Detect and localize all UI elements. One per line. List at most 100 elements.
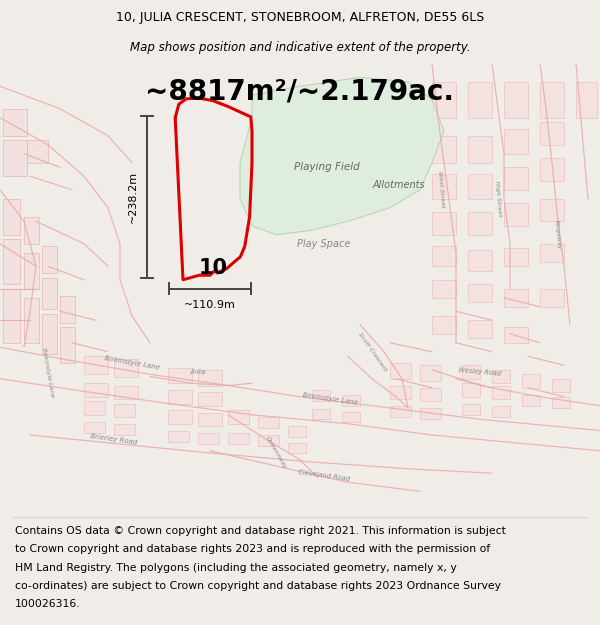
Bar [198, 412, 222, 426]
Text: Julia: Julia [190, 368, 206, 376]
Bar [288, 426, 306, 438]
Bar [168, 390, 192, 404]
Bar [492, 386, 510, 399]
Text: Map shows position and indicative extent of the property.: Map shows position and indicative extent… [130, 41, 470, 54]
Text: Playing Field: Playing Field [294, 162, 360, 172]
Bar [27, 140, 48, 162]
Bar [3, 199, 20, 235]
Text: ~8817m²/~2.179ac.: ~8817m²/~2.179ac. [146, 78, 455, 105]
Bar [462, 383, 480, 397]
Bar [42, 314, 57, 354]
Text: 10, JULIA CRESCENT, STONEBROOM, ALFRETON, DE55 6LS: 10, JULIA CRESCENT, STONEBROOM, ALFRETON… [116, 11, 484, 24]
Bar [3, 109, 27, 136]
Bar [540, 289, 564, 307]
Bar [288, 443, 306, 453]
Bar [432, 316, 456, 334]
Text: Birkinstyle Lane: Birkinstyle Lane [104, 355, 160, 371]
Bar [390, 363, 411, 379]
Bar [504, 82, 528, 118]
Polygon shape [240, 78, 444, 235]
Bar [468, 251, 492, 271]
Text: Wesley Road: Wesley Road [458, 367, 502, 377]
Text: Birkinstyle Lane: Birkinstyle Lane [302, 392, 358, 406]
Bar [468, 136, 492, 162]
Bar [504, 327, 528, 342]
Bar [168, 431, 189, 442]
Text: ~110.9m: ~110.9m [184, 300, 236, 310]
Text: Kingsway: Kingsway [554, 219, 562, 250]
Bar [228, 432, 249, 444]
Bar [42, 246, 57, 273]
Bar [504, 168, 528, 190]
Bar [576, 82, 597, 118]
Bar [114, 424, 135, 435]
Bar [420, 388, 441, 401]
Text: Contains OS data © Crown copyright and database right 2021. This information is : Contains OS data © Crown copyright and d… [15, 526, 506, 536]
Bar [114, 359, 138, 376]
Bar [168, 368, 192, 383]
Text: Play Space: Play Space [298, 239, 350, 249]
Bar [84, 383, 108, 397]
Text: West Street: West Street [437, 171, 445, 209]
Bar [342, 394, 360, 406]
Bar [432, 174, 456, 199]
Bar [540, 244, 564, 262]
Bar [198, 432, 219, 444]
Bar [84, 356, 108, 374]
Bar [114, 386, 138, 399]
Bar [258, 417, 279, 428]
Bar [342, 412, 360, 421]
Bar [468, 82, 492, 118]
Bar [492, 406, 510, 417]
Bar [432, 280, 456, 298]
Bar [114, 404, 135, 417]
Bar [168, 410, 192, 424]
Bar [552, 397, 570, 408]
Bar [84, 401, 105, 415]
Bar [312, 409, 330, 419]
Text: Scott Crescent: Scott Crescent [357, 331, 387, 372]
Bar [24, 253, 39, 289]
Bar [3, 140, 27, 176]
Bar [504, 289, 528, 307]
Bar [468, 213, 492, 235]
Bar [3, 239, 20, 284]
Bar [432, 82, 456, 118]
Bar [504, 203, 528, 226]
Bar [462, 404, 480, 415]
Bar [84, 421, 105, 432]
Bar [432, 213, 456, 235]
Bar [432, 246, 456, 266]
Bar [552, 379, 570, 392]
Bar [390, 386, 411, 399]
Bar [198, 370, 222, 386]
Text: Queensway: Queensway [265, 436, 287, 470]
Bar [540, 158, 564, 181]
Bar [468, 284, 492, 302]
Bar [432, 136, 456, 162]
Text: to Crown copyright and database rights 2023 and is reproduced with the permissio: to Crown copyright and database rights 2… [15, 544, 490, 554]
Text: HM Land Registry. The polygons (including the associated geometry, namely x, y: HM Land Registry. The polygons (includin… [15, 562, 457, 572]
Bar [420, 408, 441, 419]
Bar [522, 394, 540, 406]
Bar [504, 248, 528, 266]
Bar [540, 122, 564, 145]
Text: Brierley Road: Brierley Road [90, 433, 138, 446]
Bar [24, 217, 39, 244]
Bar [540, 199, 564, 221]
Text: Allotments: Allotments [373, 180, 425, 190]
Bar [504, 129, 528, 154]
Bar [492, 370, 510, 383]
Bar [468, 174, 492, 199]
Bar [522, 374, 540, 388]
Text: Cleveland Road: Cleveland Road [298, 469, 350, 482]
Bar [420, 365, 441, 381]
Bar [468, 320, 492, 338]
Text: High Street: High Street [494, 181, 502, 217]
Bar [462, 365, 480, 379]
Bar [60, 327, 75, 363]
Bar [228, 410, 249, 424]
Text: 100026316.: 100026316. [15, 599, 80, 609]
Bar [60, 296, 75, 322]
Bar [540, 82, 564, 118]
